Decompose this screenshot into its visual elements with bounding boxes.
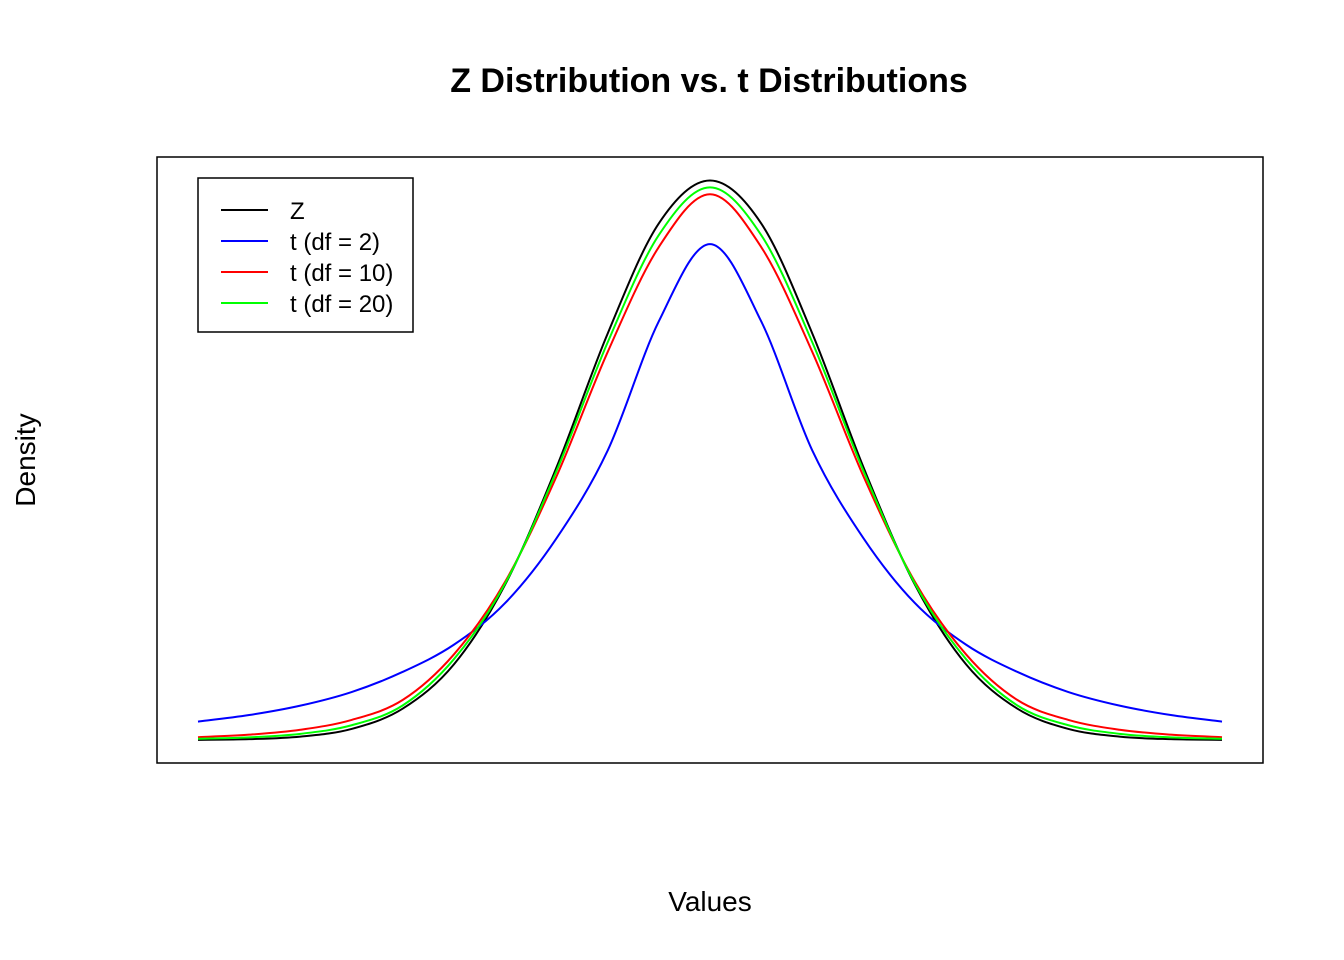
legend-label-1: t (df = 2): [290, 229, 380, 256]
legend-entries: Zt (df = 2) t (df = 10) t (df = 20): [221, 198, 393, 318]
legend-label-3: t (df = 20): [290, 291, 393, 318]
chart-title: Z Distribution vs. t Distributions: [450, 62, 968, 100]
legend: Zt (df = 2) t (df = 10) t (df = 20): [197, 177, 414, 333]
legend-label-0: Z: [290, 198, 305, 225]
legend-label-2: t (df = 10): [290, 260, 393, 287]
series-line-3: [197, 186, 1223, 740]
series-line-1: [197, 243, 1223, 723]
plot-frame: [156, 156, 1264, 764]
x-axis-label: Values: [668, 886, 752, 917]
series-line-0: [197, 179, 1223, 741]
series-layer: [197, 179, 1223, 741]
legend-box: [197, 177, 414, 333]
y-axis-label: Density: [10, 413, 41, 506]
series-line-2: [197, 193, 1223, 739]
